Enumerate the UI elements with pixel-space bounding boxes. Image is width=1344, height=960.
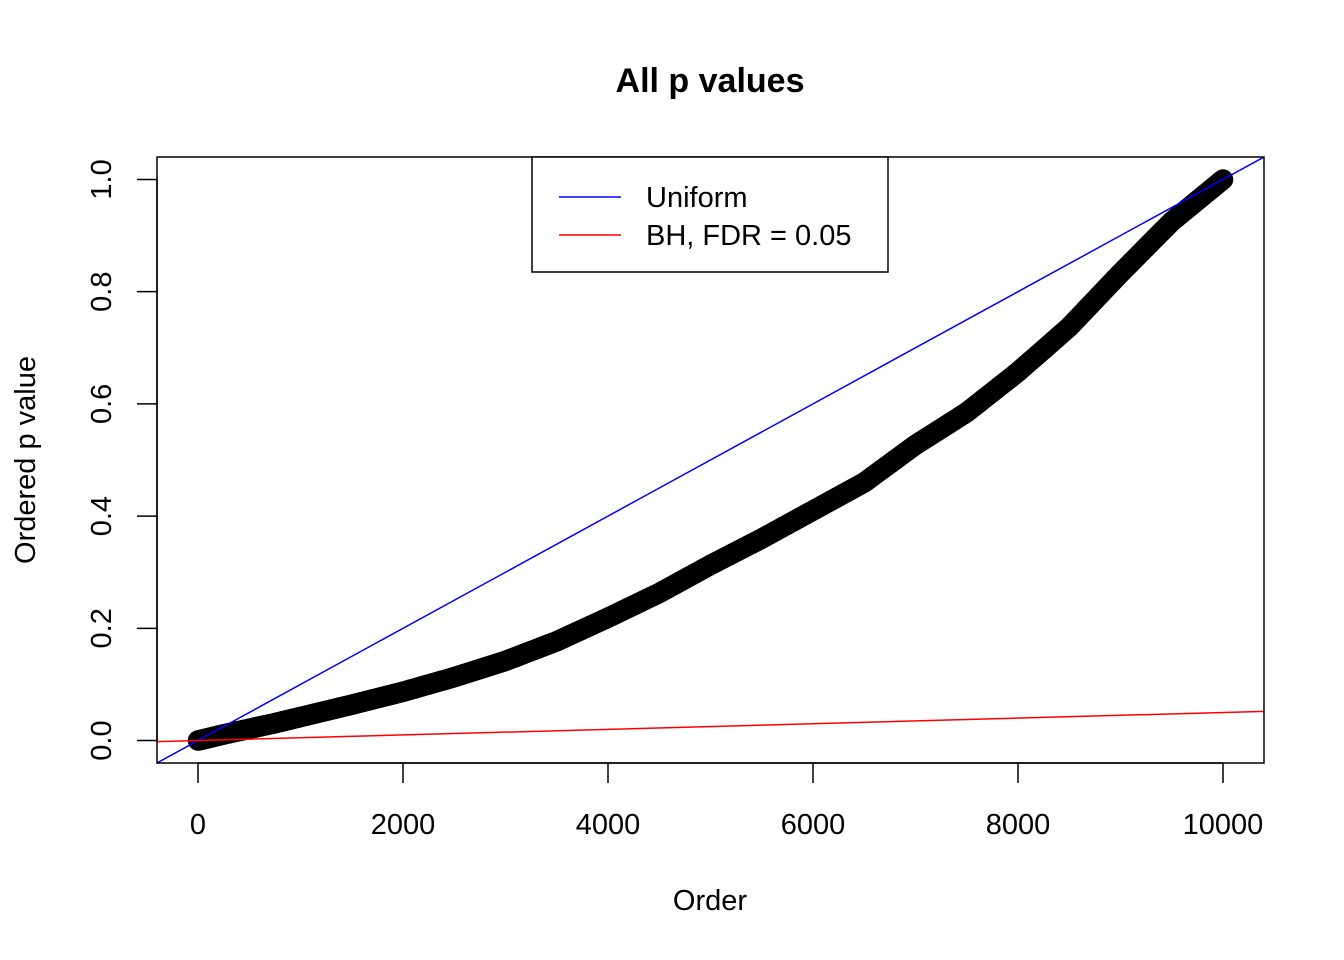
x-tick-label: 6000 <box>781 809 846 841</box>
y-tick-label: 0.2 <box>86 608 118 648</box>
bh-fdr-line <box>157 710 1264 743</box>
x-tick-label: 8000 <box>986 809 1051 841</box>
data-point <box>1211 170 1232 191</box>
x-tick-label: 4000 <box>576 809 641 841</box>
y-tick-label: 0.8 <box>86 272 118 312</box>
y-axis-title: Ordered p value <box>10 356 42 564</box>
legend: Uniform BH, FDR = 0.05 <box>531 156 889 273</box>
y-tick-label: 0.6 <box>86 384 118 424</box>
x-tick-label: 0 <box>190 809 206 841</box>
x-tick-label: 2000 <box>371 809 436 841</box>
p-value-points-dense <box>188 170 1232 751</box>
plot-data-layer <box>157 157 1264 763</box>
chart-title: All p values <box>616 62 805 100</box>
x-tick-label: 10000 <box>1183 809 1264 841</box>
legend-label-bh: BH, FDR = 0.05 <box>646 220 852 252</box>
y-tick-label: 0.0 <box>86 720 118 760</box>
y-tick-label: 1.0 <box>86 159 118 199</box>
x-axis-title: Order <box>673 885 747 917</box>
legend-box <box>531 156 889 273</box>
y-tick-label: 0.4 <box>86 496 118 536</box>
uniform-line <box>157 157 1264 763</box>
legend-label-uniform: Uniform <box>646 182 748 214</box>
axes: 0 2000 4000 6000 8000 10000 0.0 0.2 0.4 0.6 0.8 1.0 <box>86 159 1263 841</box>
